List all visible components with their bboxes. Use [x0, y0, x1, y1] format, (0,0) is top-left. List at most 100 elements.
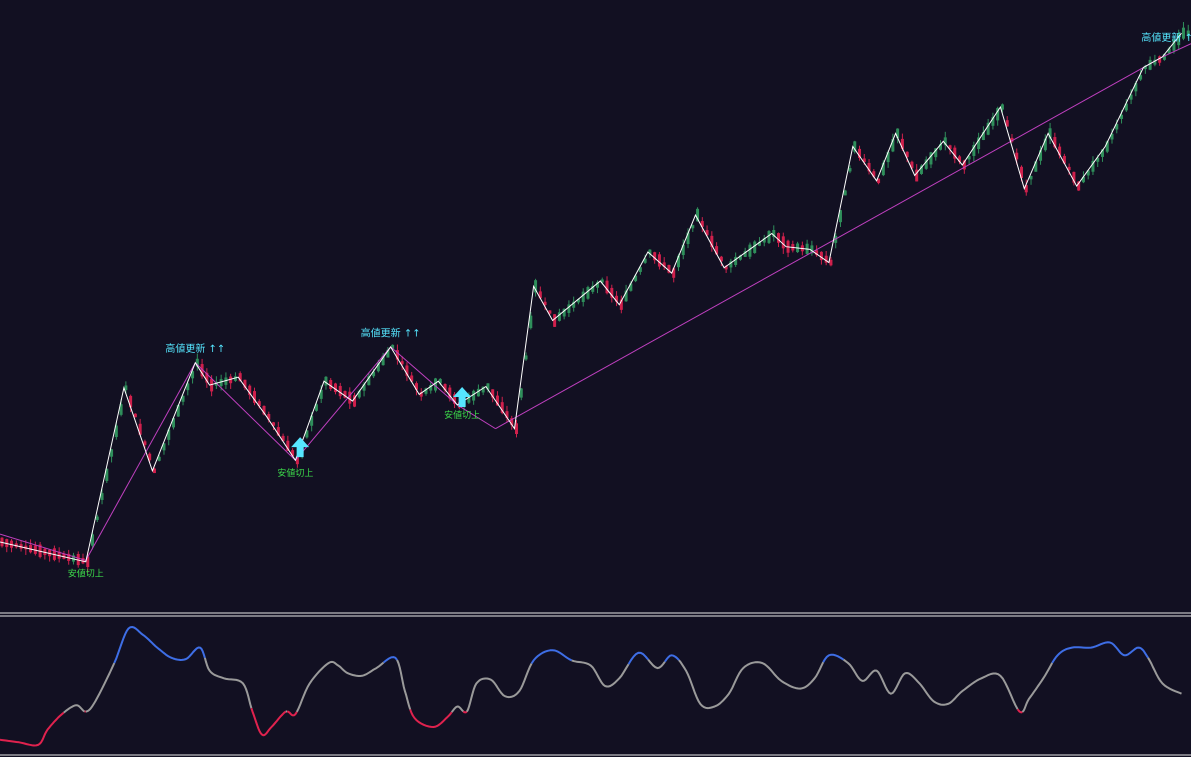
candle-body: [662, 262, 666, 267]
candle-body: [262, 405, 266, 415]
candle-body: [934, 148, 938, 158]
candle-body: [691, 225, 695, 229]
candle-body: [734, 256, 738, 265]
candle-body: [1153, 59, 1157, 65]
candle-body: [1158, 56, 1162, 63]
candle-body: [581, 291, 585, 302]
candle-body: [900, 138, 904, 149]
candle: [1172, 36, 1176, 54]
candle-body: [414, 383, 418, 390]
candle-body: [191, 371, 195, 379]
candle: [858, 145, 862, 161]
candle: [762, 234, 766, 247]
candle: [510, 415, 514, 430]
candle-body: [629, 283, 633, 291]
candle-body: [681, 244, 685, 256]
candle-body: [391, 344, 395, 349]
candle-body: [1005, 120, 1009, 127]
candle-body: [272, 422, 276, 426]
candle: [1100, 149, 1104, 162]
candle: [1129, 89, 1133, 105]
candle: [353, 392, 357, 408]
candle-body: [896, 128, 900, 139]
candle-body: [410, 375, 414, 382]
trendlines-layer: [0, 43, 1191, 561]
candle: [138, 418, 142, 436]
candle-body: [400, 361, 404, 365]
candle-body: [743, 251, 747, 257]
candle: [143, 439, 147, 448]
candle: [395, 344, 399, 365]
candle: [896, 128, 900, 144]
candle: [686, 228, 690, 249]
candle: [581, 288, 585, 307]
candle: [133, 413, 137, 418]
candle: [1124, 98, 1128, 112]
candle: [772, 225, 776, 242]
oscillator-segment: [1147, 657, 1182, 695]
candle: [205, 368, 209, 388]
candle-body: [472, 390, 476, 401]
candle: [472, 389, 476, 405]
candle: [443, 383, 447, 393]
oscillator-segment: [396, 659, 412, 710]
candle-body: [481, 386, 485, 393]
candle: [1110, 128, 1114, 144]
candle-body: [843, 190, 847, 196]
candle-body: [557, 312, 561, 321]
candle-body: [753, 241, 757, 253]
candle-body: [729, 261, 733, 268]
candle-body: [95, 516, 99, 520]
candle-body: [329, 380, 333, 389]
candle-body: [386, 349, 390, 358]
candle-body: [505, 411, 509, 418]
oscillator-segment: [842, 658, 1019, 710]
candle-body: [1000, 104, 1004, 110]
candle: [548, 310, 552, 315]
candle: [333, 382, 337, 395]
candle-body: [443, 383, 447, 391]
candle-body: [939, 144, 943, 150]
oscillator-segment: [571, 659, 630, 688]
candle: [986, 118, 990, 136]
candle-body: [967, 156, 971, 160]
trendline: [194, 362, 296, 461]
candle-body: [548, 310, 552, 314]
candle: [700, 217, 704, 233]
candle-body: [862, 158, 866, 163]
candle-body: [1081, 176, 1085, 183]
candle: [305, 429, 309, 439]
candle-body: [886, 152, 890, 163]
candle-body: [1019, 166, 1023, 178]
candle-body: [829, 259, 833, 266]
trendline: [1162, 43, 1191, 58]
candle-body: [667, 264, 671, 273]
candle: [410, 371, 414, 382]
oscillator-segment: [450, 705, 465, 713]
candle: [919, 164, 923, 175]
candle: [757, 237, 761, 247]
candle: [1062, 153, 1066, 165]
candle-body: [767, 231, 771, 243]
oscillator-panel: [0, 626, 1182, 747]
candle-body: [519, 388, 523, 398]
candle-body: [1172, 39, 1176, 51]
candle-body: [434, 378, 438, 391]
oscillator-segment: [647, 658, 666, 670]
candle: [929, 151, 933, 169]
candle-body: [643, 258, 647, 263]
oscillator-segment: [0, 711, 65, 747]
candle: [534, 278, 538, 297]
candle-body: [986, 122, 990, 135]
candle: [114, 422, 118, 440]
candle: [381, 352, 385, 366]
candle-body: [1139, 75, 1143, 80]
candle: [691, 224, 695, 232]
candle-body: [772, 230, 776, 238]
candle: [519, 387, 523, 401]
candle-body: [1010, 137, 1014, 142]
candle: [610, 284, 614, 303]
candle-body: [252, 391, 256, 403]
candle: [229, 373, 233, 389]
candle-body: [591, 285, 595, 292]
